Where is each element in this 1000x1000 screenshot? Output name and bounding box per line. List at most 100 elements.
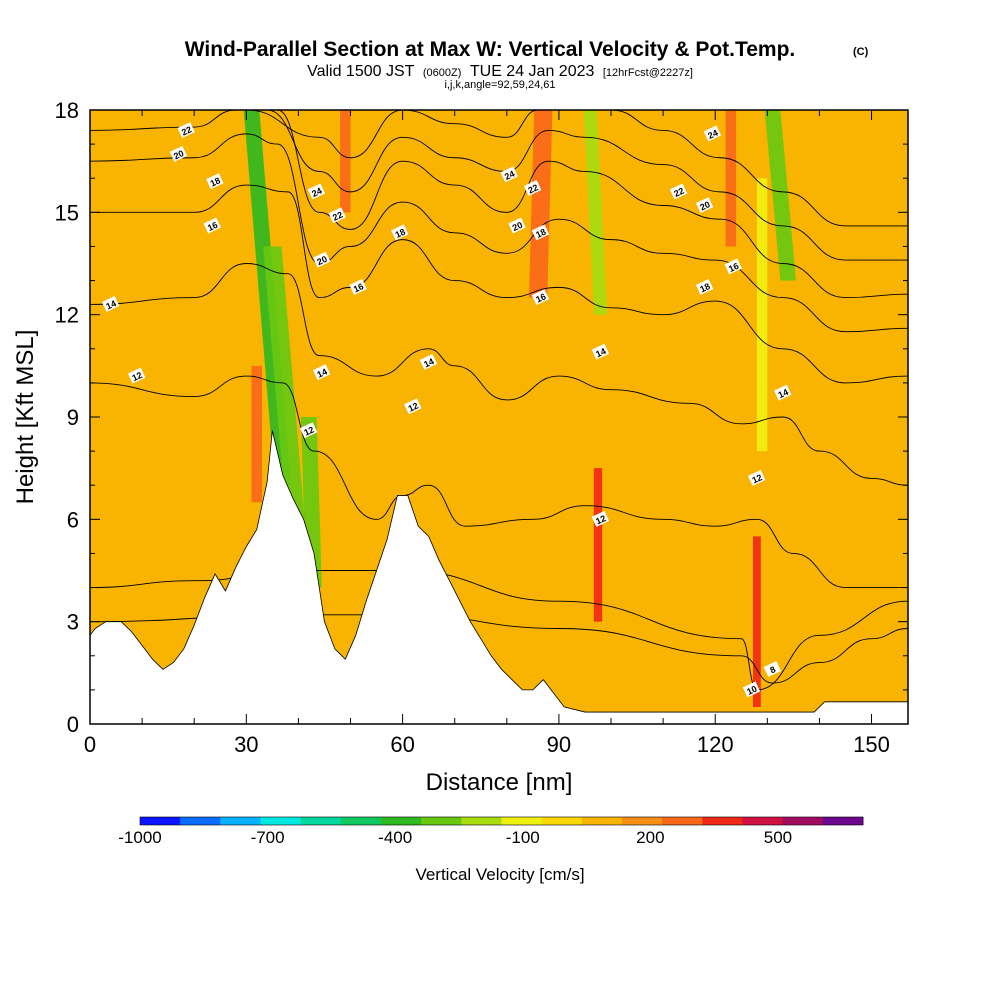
theta-contour-line [90,375,908,589]
colorbar-frame [139,816,864,826]
contour-label-text: 12 [750,472,763,485]
contour-label-bg [419,354,438,370]
contour-label-bg [742,681,761,698]
contour-label-bg [695,197,714,214]
contour-label-bg [531,224,550,241]
x-tick-label: 150 [853,732,890,757]
contour-label-bg [349,278,367,295]
contour-label: 24 [703,125,722,142]
velocity-feature [251,365,262,503]
contour-label: 14 [774,384,792,401]
contour-label: 12 [128,367,146,384]
contour-label: 18 [391,224,409,241]
colorbar-swatch [381,817,422,825]
colorbar-tick-label: -100 [506,828,540,847]
velocity-feature [593,468,603,622]
x-axis: 0 30 60 90 120 150 [84,110,890,757]
contour-label-text: 18 [698,281,711,294]
y-axis: 0 3 6 9 12 15 18 [55,98,908,737]
contour-label-text: 22 [331,210,344,223]
contour-label-text: 12 [407,401,420,414]
contour-label-text: 20 [315,254,328,267]
contour-label-bg [404,398,422,415]
chart-title: Wind-Parallel Section at Max W: Vertical… [185,38,796,61]
x-tick-label: 90 [547,732,571,757]
colorbar-swatch [702,817,743,825]
theta-contour-line [90,184,908,384]
y-tick-label: 6 [67,507,79,532]
colorbar-swatch [782,817,824,825]
contour-label-text: 18 [534,227,547,240]
contour-label: 14 [419,354,438,370]
colorbar-swatch [501,817,543,825]
contour-label-text: 20 [511,220,524,233]
contour-label: 12 [748,470,766,486]
contour-label-bg [177,122,195,138]
colorbar-swatch [140,817,181,825]
y-axis-label: Height [Kft MSL] [12,330,39,505]
colorbar-tick-label: 500 [764,828,792,847]
contour-label: 14 [591,343,610,360]
contour-labels: 22 20 18 16 14 12 24 22 20 18 16 14 12 14 12 24 22 20 18 16… [101,122,792,698]
title-copyright: (C) [853,46,869,58]
velocity-feature [263,246,308,554]
contour-label: 20 [169,145,188,162]
contour-label-text: 16 [727,261,740,274]
contour-label: 16 [203,217,221,234]
colorbar-swatch [260,817,302,825]
colorbar-swatch [822,817,864,825]
y-tick-label: 3 [67,610,79,635]
chart-subtitle: Valid 1500 JST (0600Z) TUE 24 Jan 2023 [… [307,63,693,80]
contour-label-bg [774,384,792,401]
velocity-feature [756,178,768,452]
velocity-feature [725,110,737,247]
contour-label-text: 18 [394,227,407,240]
contour-label-text: 12 [594,513,607,526]
colorbar-swatch [461,817,502,825]
colorbar-tick-label: 200 [636,828,664,847]
colorbar-swatch [742,817,784,825]
theta-contour-line [246,110,908,227]
contour-label-text: 22 [672,186,685,199]
contour-label-bg [312,364,331,381]
contour-label-bg [312,251,331,268]
terrain-mask [90,430,908,724]
contour-label-bg [703,125,722,142]
contour-label-text: 8 [768,664,777,675]
contour-label-bg [500,166,518,183]
contour-label: 22 [328,207,346,224]
x-tick-label: 0 [84,732,96,757]
y-tick-label: 18 [55,98,79,123]
colorbar-swatch [622,817,663,825]
contour-label: 16 [724,258,742,275]
velocity-feature [752,536,761,707]
velocity-feature [528,110,553,298]
contour-label-bg [307,183,326,200]
chart-subtitle-indices: i,j,k,angle=92,59,24,61 [444,79,555,91]
contour-label: 12 [591,510,610,527]
contour-label-bg [763,661,781,677]
contour-label-text: 22 [180,124,193,137]
contour-label-text: 20 [172,148,185,161]
contour-label-bg [101,296,120,312]
contour-label: 22 [523,180,542,196]
colorbar-swatch [300,817,342,825]
contour-label: 16 [349,278,367,295]
contour-label: 12 [299,422,318,439]
colorbar-swatch [581,817,623,825]
theta-contour-line [90,110,908,299]
contour-label-bg [299,422,318,439]
y-tick-label: 15 [55,200,79,225]
contour-label-bg [206,173,224,190]
contour-label-text: 14 [594,346,607,359]
contour-label-text: 16 [534,291,547,304]
contour-label-text: 12 [302,424,315,437]
colorbar-swatch [340,817,382,825]
velocity-feature [583,110,608,315]
contour-label: 10 [742,681,761,698]
velocity-feature [340,110,351,213]
colorbar: -1000 -700 -400 -100 200 500 [118,816,864,847]
x-tick-label: 30 [234,732,258,757]
contour-label-bg [328,207,346,224]
